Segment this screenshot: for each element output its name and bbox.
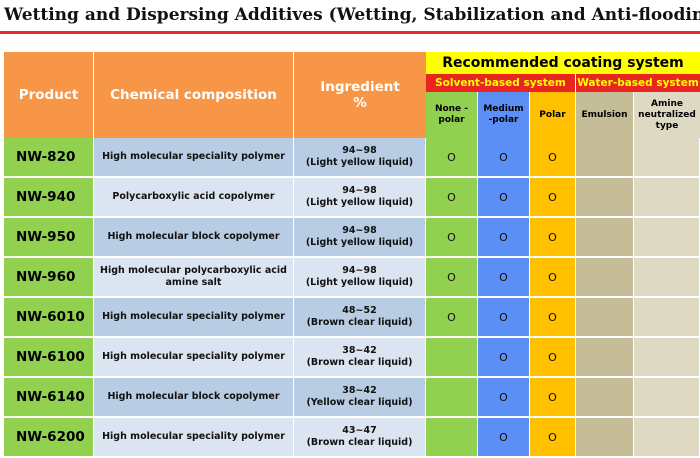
product-cell: NW-6140 [4, 378, 94, 418]
header-product: Product [4, 52, 94, 138]
ingredient-form: (Brown clear liquid) [306, 357, 413, 368]
ingredient-range: 48~52 [342, 305, 377, 316]
product-cell: NW-6010 [4, 298, 94, 338]
emulsion-cell [576, 418, 634, 458]
emulsion-cell [576, 218, 634, 258]
emulsion-cell [576, 378, 634, 418]
composition-cell: High molecular speciality polymer [94, 138, 294, 178]
amine-cell [634, 218, 700, 258]
header-polar: Polar [530, 92, 576, 138]
header-none-polar: None - polar [426, 92, 478, 138]
header-solvent: Solvent-based system [426, 74, 576, 92]
ingredient-cell: 38~42 (Brown clear liquid) [294, 338, 426, 378]
header-composition: Chemical composition [94, 52, 294, 138]
ingredient-cell: 38~42 (Yellow clear liquid) [294, 378, 426, 418]
ingredient-form: (Brown clear liquid) [306, 317, 413, 328]
amine-cell [634, 298, 700, 338]
header-ingredient-label: Ingredient [320, 79, 400, 95]
none-polar-cell: O [426, 218, 478, 258]
polar-cell: O [530, 298, 576, 338]
product-cell: NW-820 [4, 138, 94, 178]
ingredient-range: 38~42 [342, 385, 377, 396]
product-cell: NW-960 [4, 258, 94, 298]
ingredient-form: (Light yellow liquid) [305, 237, 414, 248]
emulsion-cell [576, 138, 634, 178]
none-polar-cell [426, 338, 478, 378]
header-amine: Amine neutralized type [634, 92, 700, 138]
ingredient-range: 43~47 [342, 425, 377, 436]
ingredient-cell: 94~98 (Light yellow liquid) [294, 138, 426, 178]
medium-polar-cell: O [478, 378, 530, 418]
ingredient-form: (Light yellow liquid) [305, 197, 414, 208]
polar-cell: O [530, 218, 576, 258]
header-water: Water-based system [576, 74, 700, 92]
amine-cell [634, 378, 700, 418]
ingredient-form: (Light yellow liquid) [305, 157, 414, 168]
ingredient-form: (Brown clear liquid) [306, 437, 413, 448]
composition-cell: High molecular speciality polymer [94, 298, 294, 338]
ingredient-range: 38~42 [342, 345, 377, 356]
ingredient-cell: 94~98 (Light yellow liquid) [294, 258, 426, 298]
emulsion-cell [576, 178, 634, 218]
title-underline [0, 31, 700, 34]
none-polar-cell: O [426, 178, 478, 218]
emulsion-cell [576, 298, 634, 338]
ingredient-form: (Yellow clear liquid) [306, 397, 413, 408]
polar-cell: O [530, 418, 576, 458]
none-polar-cell: O [426, 138, 478, 178]
ingredient-range: 94~98 [342, 265, 377, 276]
amine-cell [634, 138, 700, 178]
page-title: Wetting and Dispersing Additives (Wettin… [4, 5, 700, 25]
medium-polar-cell: O [478, 138, 530, 178]
medium-polar-cell: O [478, 218, 530, 258]
medium-polar-cell: O [478, 338, 530, 378]
medium-polar-cell: O [478, 418, 530, 458]
ingredient-range: 94~98 [342, 185, 377, 196]
none-polar-cell: O [426, 258, 478, 298]
product-cell: NW-940 [4, 178, 94, 218]
ingredient-cell: 48~52 (Brown clear liquid) [294, 298, 426, 338]
header-ingredient: Ingredient % [294, 52, 426, 138]
composition-cell: High molecular polycarboxylic acid amine… [94, 258, 294, 298]
ingredient-cell: 43~47 (Brown clear liquid) [294, 418, 426, 458]
composition-cell: High molecular speciality polymer [94, 418, 294, 458]
ingredient-cell: 94~98 (Light yellow liquid) [294, 178, 426, 218]
polar-cell: O [530, 138, 576, 178]
none-polar-cell [426, 418, 478, 458]
polar-cell: O [530, 378, 576, 418]
ingredient-cell: 94~98 (Light yellow liquid) [294, 218, 426, 258]
header-ingredient-unit: % [353, 95, 367, 111]
header-recommended: Recommended coating system [426, 52, 700, 74]
none-polar-cell: O [426, 298, 478, 338]
amine-cell [634, 258, 700, 298]
composition-cell: High molecular block copolymer [94, 218, 294, 258]
ingredient-range: 94~98 [342, 145, 377, 156]
polar-cell: O [530, 338, 576, 378]
amine-cell [634, 178, 700, 218]
header-emulsion: Emulsion [576, 92, 634, 138]
emulsion-cell [576, 258, 634, 298]
product-cell: NW-6200 [4, 418, 94, 458]
polar-cell: O [530, 178, 576, 218]
composition-cell: Polycarboxylic acid copolymer [94, 178, 294, 218]
polar-cell: O [530, 258, 576, 298]
medium-polar-cell: O [478, 298, 530, 338]
medium-polar-cell: O [478, 178, 530, 218]
composition-cell: High molecular speciality polymer [94, 338, 294, 378]
medium-polar-cell: O [478, 258, 530, 298]
header-medium-polar: Medium -polar [478, 92, 530, 138]
composition-cell: High molecular block copolymer [94, 378, 294, 418]
amine-cell [634, 418, 700, 458]
product-cell: NW-950 [4, 218, 94, 258]
emulsion-cell [576, 338, 634, 378]
product-cell: NW-6100 [4, 338, 94, 378]
none-polar-cell [426, 378, 478, 418]
ingredient-range: 94~98 [342, 225, 377, 236]
ingredient-form: (Light yellow liquid) [305, 277, 414, 288]
amine-cell [634, 338, 700, 378]
